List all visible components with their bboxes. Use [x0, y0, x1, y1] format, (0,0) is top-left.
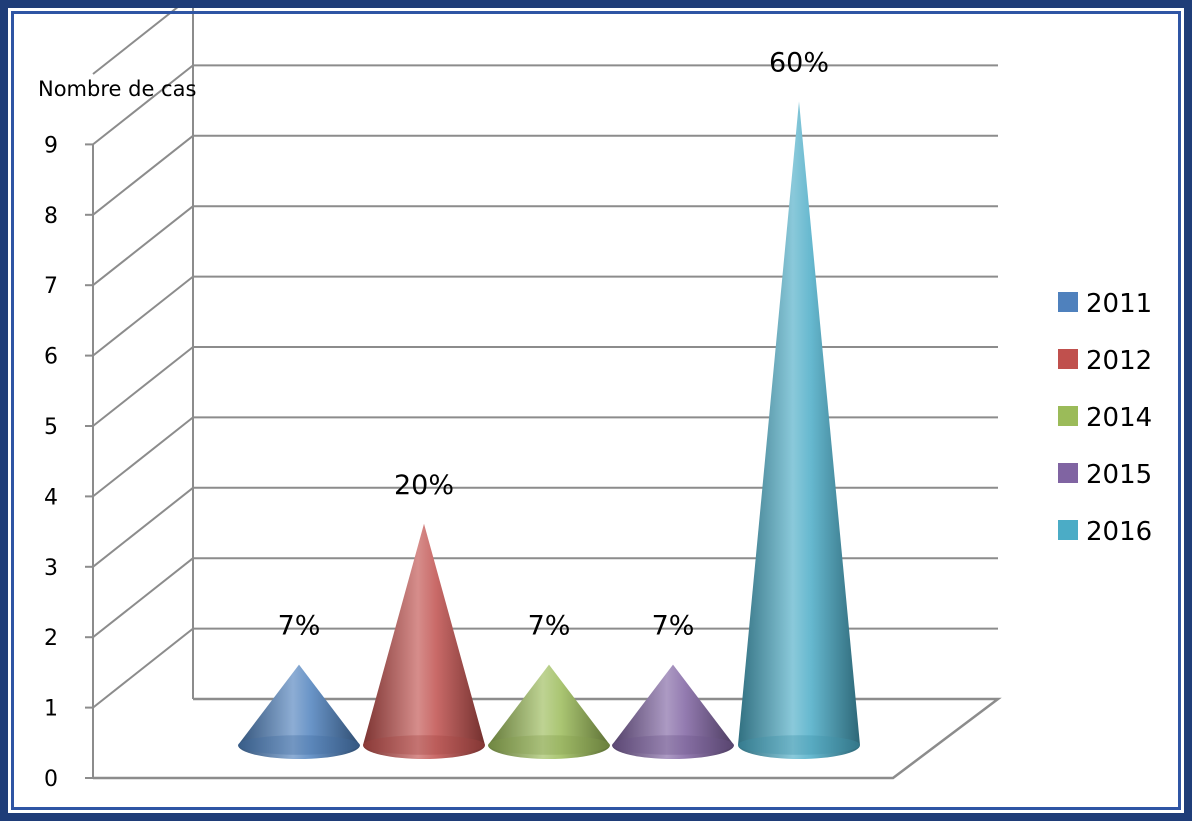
legend-label: 2011: [1086, 289, 1152, 319]
legend-label: 2015: [1086, 460, 1152, 490]
gridline: [92, 486, 998, 568]
y-tick-label: 8: [44, 204, 58, 229]
legend-item: 2016: [1058, 517, 1152, 547]
cone-2011: [238, 664, 360, 759]
gridline: [92, 8, 179, 75]
y-tick-label: 1: [44, 697, 58, 722]
gridline: [92, 205, 998, 286]
legend-label: 2014: [1086, 403, 1152, 433]
y-tick-label: 3: [44, 556, 58, 581]
y-axis-label: Nombre de cas: [38, 77, 196, 101]
data-label: 20%: [394, 470, 454, 501]
legend-label: 2016: [1086, 517, 1152, 547]
legend-swatch: [1058, 349, 1078, 369]
cone-2014: [488, 664, 610, 759]
legend-label: 2012: [1086, 346, 1152, 376]
legend-item: 2012: [1058, 346, 1152, 376]
legend-swatch: [1058, 292, 1078, 312]
y-axis-ticks: 0 1 2 3 4 5 6 7 8 9: [44, 133, 93, 792]
cone-2016: [738, 101, 860, 759]
floor: [93, 697, 1002, 780]
legend: 2011 2012 2014 2015 2016: [1058, 289, 1152, 547]
data-label: 7%: [528, 611, 571, 642]
data-labels: 7% 20% 7% 7% 60%: [278, 47, 829, 641]
legend-item: 2015: [1058, 460, 1152, 490]
data-label: 7%: [278, 611, 321, 642]
gridline: [92, 627, 998, 709]
cone-chart: 0 1 2 3 4 5 6 7 8 9 Nombre de cas 7% 20% 7% 7% 60% 20…: [38, 8, 1152, 792]
data-label: 60%: [769, 47, 829, 78]
gridline: [92, 64, 998, 146]
legend-item: 2011: [1058, 289, 1152, 319]
gridline: [92, 416, 998, 498]
legend-swatch: [1058, 463, 1078, 483]
legend-swatch: [1058, 406, 1078, 426]
gridline: [92, 134, 998, 216]
gridline: [92, 275, 998, 357]
data-label: 7%: [652, 611, 695, 642]
gridline: [92, 557, 998, 638]
cone-2012: [363, 523, 485, 759]
y-tick-label: 2: [44, 626, 58, 651]
cones: [238, 101, 860, 759]
gridlines: [92, 8, 998, 709]
chart-walls: [92, 8, 1002, 780]
y-tick-label: 9: [44, 133, 58, 158]
legend-item: 2014: [1058, 403, 1152, 433]
y-tick-label: 4: [44, 485, 58, 510]
cone-2015: [612, 664, 734, 759]
y-tick-label: 5: [44, 415, 58, 440]
y-tick-label: 6: [44, 345, 58, 370]
gridline: [92, 346, 998, 427]
y-tick-label: 0: [44, 767, 58, 792]
legend-swatch: [1058, 520, 1078, 540]
y-tick-label: 7: [44, 274, 58, 299]
